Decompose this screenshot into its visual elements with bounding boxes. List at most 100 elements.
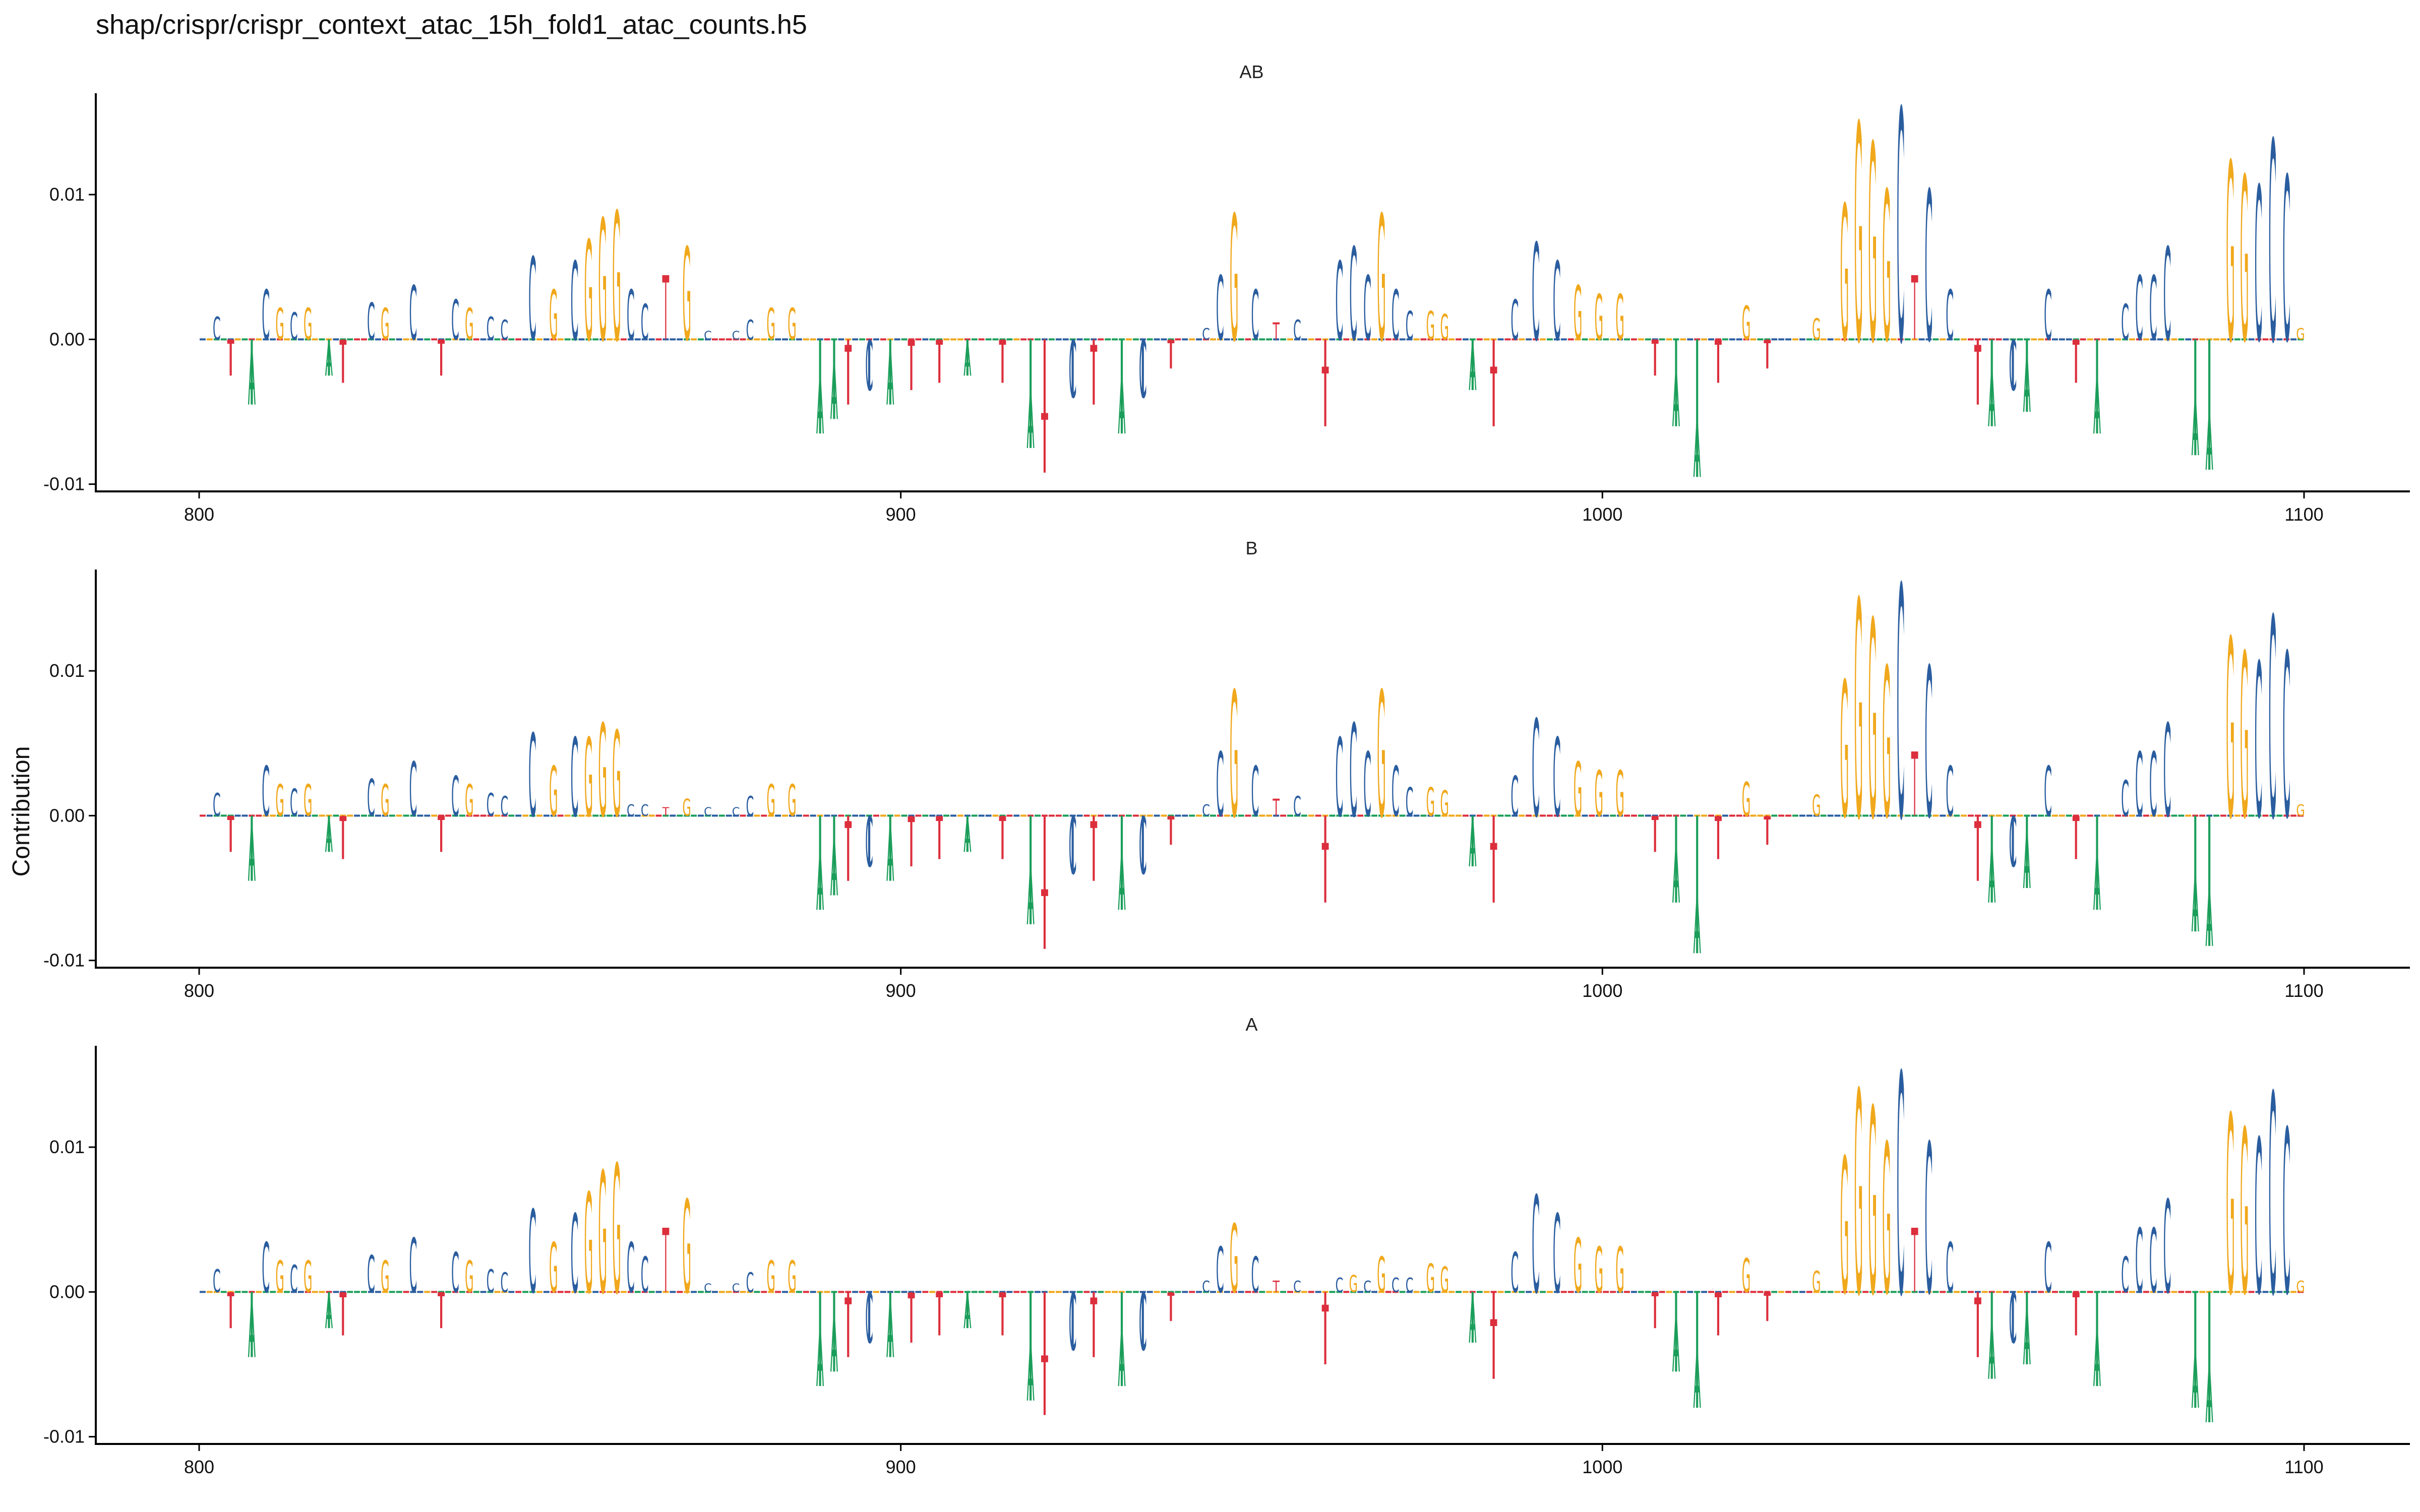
logo-glyph: C <box>451 288 459 352</box>
baseline-mark <box>1596 1291 1602 1293</box>
baseline-mark <box>1287 338 1293 341</box>
baseline-mark <box>2087 814 2093 817</box>
logo-letter-t: T <box>1273 794 1280 822</box>
logo-letter-g: G <box>1440 307 1449 348</box>
baseline-mark <box>1504 814 1511 817</box>
baseline-mark <box>1680 338 1686 341</box>
baseline-mark <box>1511 814 1518 817</box>
logo-glyph: C <box>2121 771 2129 828</box>
baseline-mark <box>571 814 578 817</box>
logo-glyph: C <box>2149 734 2157 837</box>
baseline-mark <box>2227 814 2233 817</box>
logo-glyph: C <box>732 805 740 818</box>
baseline-mark <box>1932 1291 1939 1293</box>
baseline-mark <box>2199 1291 2206 1293</box>
baseline-mark <box>1785 814 1792 817</box>
baseline-mark <box>1884 814 1890 817</box>
logo-glyph: T <box>339 804 346 873</box>
logo-letter-a: A <box>248 806 256 901</box>
logo-glyph: C <box>1532 1169 1540 1324</box>
baseline-mark <box>452 338 458 341</box>
baseline-mark <box>2101 1291 2107 1293</box>
logo-glyph: G <box>788 776 796 826</box>
baseline-mark <box>1841 338 1848 341</box>
logo-glyph: C <box>1532 693 1540 848</box>
baseline-mark <box>1055 1291 1062 1293</box>
baseline-mark <box>2136 1291 2142 1293</box>
baseline-mark <box>1126 1291 1132 1293</box>
logo-glyph: A <box>816 1311 824 1406</box>
logo-letter-g: G <box>275 299 284 350</box>
logo-letter-c: C <box>2163 1175 2171 1322</box>
baseline-mark <box>2199 814 2206 817</box>
panel-title: B <box>1245 538 1257 558</box>
logo-letter-c: C <box>2269 85 2277 404</box>
baseline-mark <box>515 338 522 341</box>
logo-bar <box>1717 815 1720 859</box>
logo-glyph: A <box>248 1282 256 1377</box>
baseline-mark <box>1799 338 1805 341</box>
baseline-mark <box>1701 338 1708 341</box>
logo-glyph: G <box>1882 1102 1891 1341</box>
logo-bar <box>2096 1292 2098 1387</box>
baseline-mark <box>1582 814 1588 817</box>
baseline-mark <box>361 1291 367 1293</box>
baseline-mark <box>417 814 424 817</box>
baseline-mark <box>1743 1291 1749 1293</box>
baseline-mark <box>1076 1291 1083 1293</box>
logo-letter-c: C <box>571 1192 579 1317</box>
logo-bar <box>1696 815 1699 954</box>
baseline-mark <box>592 814 599 817</box>
logo-letter-g: G <box>683 222 691 370</box>
baseline-mark <box>1343 814 1350 817</box>
logo-letter-g: G <box>1882 149 1891 388</box>
baseline-mark <box>382 814 388 817</box>
baseline-mark <box>2115 1291 2122 1293</box>
logo-glyph: A <box>886 806 894 901</box>
baseline-mark <box>2052 338 2058 341</box>
baseline-mark <box>213 814 220 817</box>
baseline-mark <box>957 1291 963 1293</box>
baseline-mark <box>1406 338 1413 341</box>
logo-glyph: A <box>1693 1333 1701 1428</box>
baseline-mark <box>1567 814 1574 817</box>
logo-letter-a: A <box>1693 1292 1701 1427</box>
logo-glyph: G <box>683 222 691 370</box>
baseline-mark <box>985 1291 992 1293</box>
baseline-mark <box>368 1291 374 1293</box>
baseline-mark <box>557 1291 564 1293</box>
baseline-mark <box>1757 338 1764 341</box>
baseline-mark <box>775 338 781 341</box>
baseline-mark <box>1182 338 1188 341</box>
baseline-mark <box>1427 1291 1434 1293</box>
logo-letter-t: T <box>1273 318 1280 345</box>
logo-letter-t: T <box>227 1283 234 1340</box>
baseline-mark <box>677 1291 683 1293</box>
baseline-mark <box>305 814 311 817</box>
baseline-mark <box>662 1291 669 1293</box>
logo-bar <box>1030 1292 1032 1401</box>
logo-bar <box>938 339 941 383</box>
logo-letter-c: C <box>1202 326 1210 344</box>
logo-glyph: C <box>704 329 712 342</box>
baseline-mark <box>452 1291 458 1293</box>
logo-glyph: T <box>1974 1282 1981 1377</box>
baseline-mark <box>2220 814 2226 817</box>
baseline-mark <box>691 814 697 817</box>
logo-glyph: A <box>1672 828 1680 922</box>
logo-glyph: T <box>2073 328 2080 397</box>
baseline-mark <box>2283 814 2290 817</box>
baseline-mark <box>1589 1291 1595 1293</box>
baseline-mark <box>501 1291 508 1293</box>
logo-letter-c: C <box>2135 1211 2143 1313</box>
logo-letter-a: A <box>1988 339 1995 446</box>
logo-letter-c: C <box>213 311 221 348</box>
baseline-mark <box>1048 338 1055 341</box>
logo-bar <box>1492 1292 1495 1379</box>
logo-bar <box>1766 339 1769 368</box>
logo-glyph: G <box>584 213 593 372</box>
baseline-mark <box>2290 1291 2297 1293</box>
baseline-mark <box>1476 338 1483 341</box>
logo-glyph: C <box>2009 803 2017 883</box>
baseline-mark <box>1918 338 1925 341</box>
